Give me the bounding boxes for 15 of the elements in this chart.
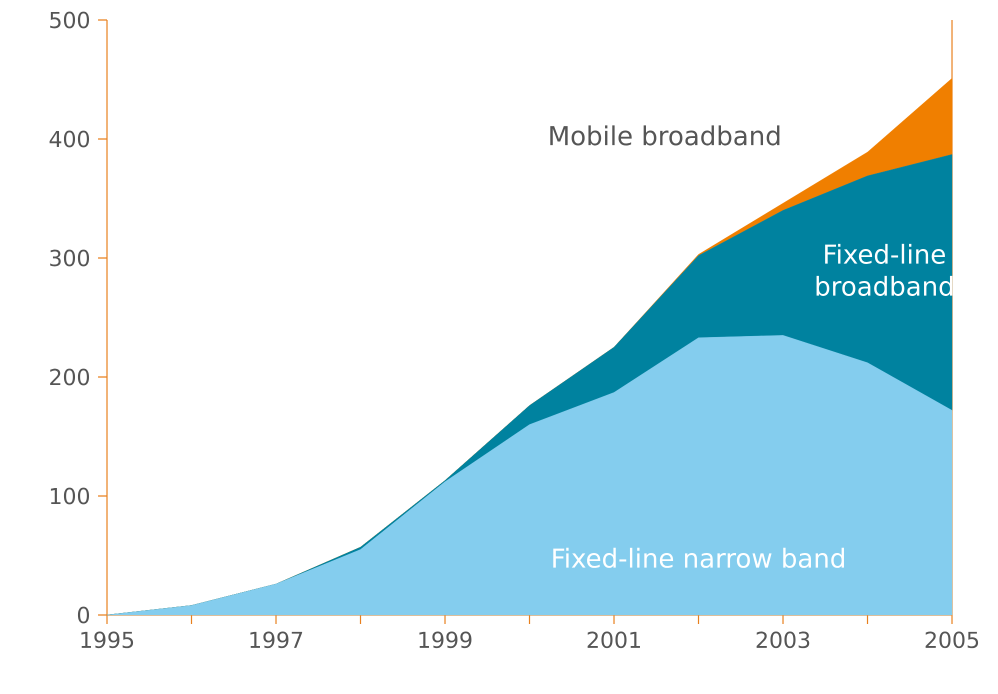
x-tick-label: 1995 xyxy=(81,632,134,648)
y-tick-label: 300 xyxy=(50,250,90,266)
y-tick-label: 100 xyxy=(50,488,90,504)
x-tick-label: 1997 xyxy=(250,632,302,648)
y-tick-label: 400 xyxy=(50,130,90,148)
x-tick-label: 2005 xyxy=(926,632,978,648)
x-tick-label: 2003 xyxy=(756,632,810,648)
x-tick-label: 1999 xyxy=(419,632,472,648)
series-label: Fixed-line broadband xyxy=(816,244,952,296)
series-label: Fixed-line narrow band xyxy=(553,548,844,568)
series-label: Mobile broadband xyxy=(550,125,780,146)
y-tick-label: 500 xyxy=(50,12,90,28)
x-tick-label: 2001 xyxy=(588,632,640,648)
y-tick-label: 200 xyxy=(50,368,90,386)
y-tick-label: 0 xyxy=(78,606,90,624)
